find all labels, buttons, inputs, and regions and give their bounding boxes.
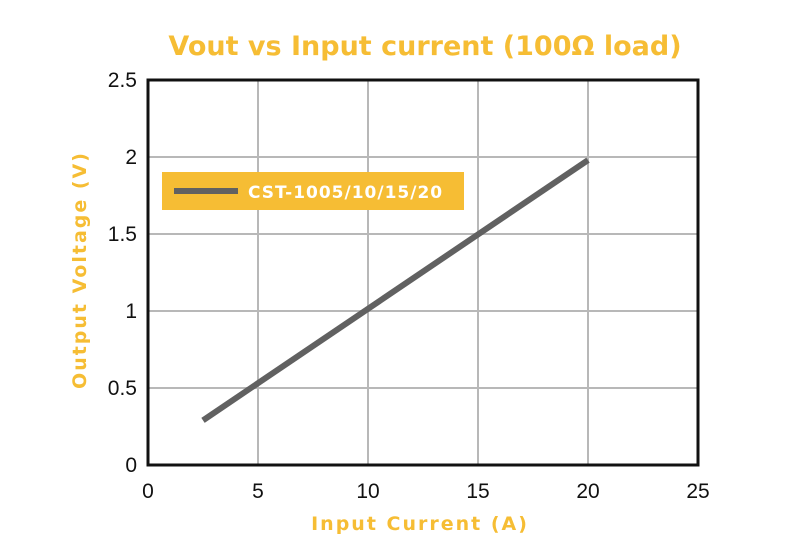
y-tick-labels: 0 0.5 1 1.5 2 2.5 (108, 69, 137, 477)
grid (148, 80, 698, 465)
y-tick-label: 0 (125, 454, 137, 477)
y-tick-label: 0.5 (108, 377, 137, 400)
y-axis-label: Output Voltage (V) (69, 151, 91, 389)
y-tick-label: 2 (125, 146, 137, 169)
x-tick-label: 15 (466, 480, 489, 503)
legend-label: CST-1005/10/15/20 (248, 183, 443, 203)
plot-frame (146, 78, 700, 467)
chart-title: Vout vs Input current (100Ω load) (168, 31, 681, 62)
x-tick-label: 0 (142, 480, 154, 503)
y-tick-label: 2.5 (108, 69, 137, 92)
x-tick-label: 5 (252, 480, 264, 503)
legend: CST-1005/10/15/20 (162, 172, 464, 210)
y-tick-label: 1.5 (108, 223, 137, 246)
x-tick-label: 25 (686, 480, 709, 503)
series-layer (201, 157, 590, 423)
x-tick-label: 20 (576, 480, 599, 503)
x-tick-labels: 0 5 10 15 20 25 (142, 480, 710, 503)
x-tick-label: 10 (356, 480, 379, 503)
x-axis-label: Input Current (A) (311, 513, 529, 535)
y-tick-label: 1 (125, 300, 137, 323)
series-line (201, 157, 590, 423)
